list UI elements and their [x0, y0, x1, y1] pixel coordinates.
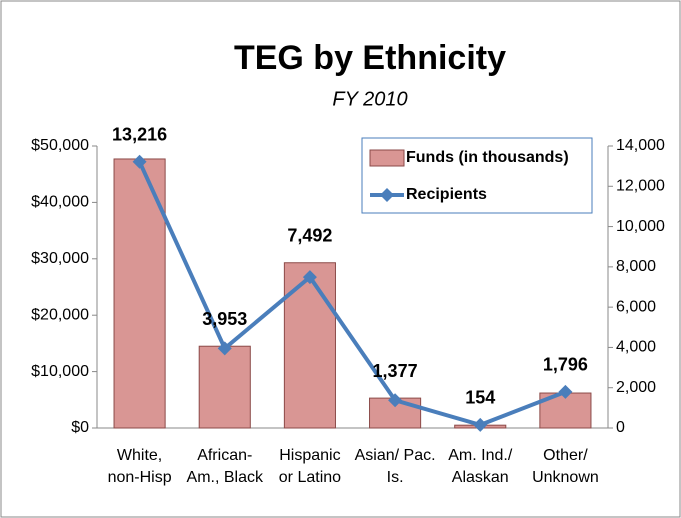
legend-box — [361, 137, 593, 214]
marker — [132, 154, 147, 169]
y2-tick-label: 4,000 — [616, 339, 656, 356]
x-tick-label: Am. Ind./Alaskan — [448, 447, 513, 486]
marker — [558, 384, 573, 399]
bar — [198, 345, 251, 429]
data-label: 13,216 — [112, 125, 167, 145]
x-tick-label: Hispanic or Latino — [279, 447, 341, 486]
y2-tick-label: 14,000 — [616, 137, 665, 154]
marker — [388, 393, 403, 408]
x-tick-label: African-Am., Black — [187, 447, 264, 486]
data-label: 154 — [465, 388, 495, 408]
chart-title: TEG by Ethnicity — [234, 39, 506, 77]
y2-tick-label: 6,000 — [616, 298, 656, 315]
y-tick-label: $50,000 — [31, 137, 89, 154]
x-tick-label: Other/Unknown — [532, 447, 599, 486]
data-label: 7,492 — [287, 225, 332, 245]
y2-tick-label: 0 — [616, 419, 625, 436]
x-tick-label: White, non-Hisp — [108, 447, 172, 486]
y2-tick-label: 12,000 — [616, 178, 665, 195]
y2-tick-label: 2,000 — [616, 379, 656, 396]
y-tick-label: $40,000 — [31, 194, 89, 211]
marker — [473, 417, 488, 432]
legend-swatch — [369, 149, 405, 167]
data-label: 1,377 — [373, 361, 418, 381]
bar — [283, 262, 336, 429]
marker — [217, 341, 232, 356]
y-tick-label: $20,000 — [31, 306, 89, 323]
marker — [302, 270, 317, 285]
legend-label: Recipients — [406, 186, 487, 203]
data-label: 1,796 — [543, 355, 588, 375]
line — [137, 160, 567, 428]
legend-marker — [380, 188, 394, 202]
y2-tick-label: 10,000 — [616, 218, 665, 235]
y2-tick-label: 8,000 — [616, 258, 656, 275]
y-tick-label: $30,000 — [31, 250, 89, 267]
x-tick-label: Asian/ Pac. Is. — [355, 447, 436, 486]
data-label: 3,953 — [202, 309, 247, 329]
y-tick-label: $10,000 — [31, 363, 89, 380]
legend-label: Funds (in thousands) — [406, 149, 569, 166]
chart-subtitle: FY 2010 — [332, 88, 407, 110]
y-tick-label: $0 — [71, 419, 89, 436]
